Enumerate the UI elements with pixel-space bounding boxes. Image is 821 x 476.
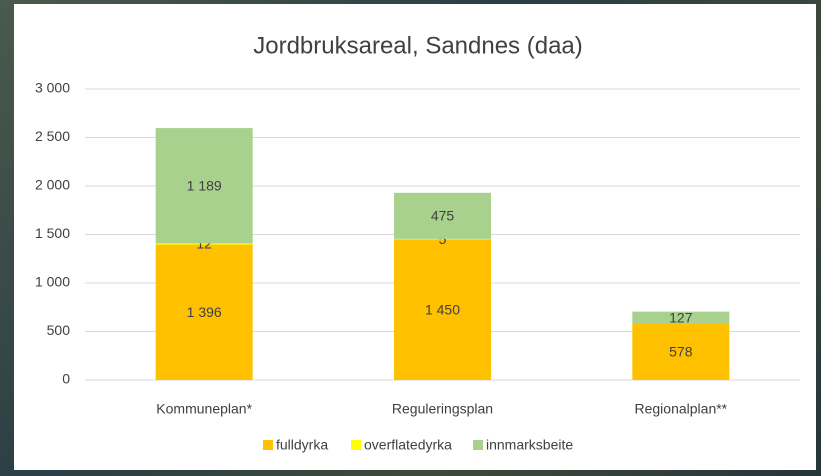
data-label: 1 189 — [187, 177, 222, 193]
data-label: 578 — [669, 344, 693, 360]
y-tick-label: 1 000 — [35, 274, 70, 290]
chart-title: Jordbruksareal, Sandnes (daa) — [253, 32, 583, 59]
bar-segment — [394, 192, 491, 239]
data-label: 1 396 — [187, 304, 222, 320]
legend-label: fulldyrka — [276, 437, 328, 453]
y-tick-label: 1 500 — [35, 225, 70, 241]
data-label: 1 450 — [425, 301, 460, 317]
x-tick-label: Reguleringsplan — [392, 401, 493, 417]
bar-segment — [394, 239, 491, 380]
bar-segment — [155, 243, 253, 245]
x-tick-label: Kommuneplan* — [156, 401, 252, 417]
bar-segment — [632, 311, 730, 324]
y-tick-label: 0 — [62, 371, 70, 387]
legend-label: overflatedyrka — [364, 437, 452, 453]
data-label: 475 — [431, 208, 455, 224]
data-label: 127 — [669, 309, 693, 325]
y-tick-label: 3 000 — [35, 80, 70, 96]
legend-label: innmarksbeite — [486, 437, 573, 453]
legend-swatch — [351, 440, 361, 450]
bar-segment — [155, 244, 253, 380]
legend-swatch — [473, 440, 483, 450]
bar-segment — [155, 128, 253, 244]
x-tick-label: Regionalplan** — [635, 401, 728, 417]
bar-segment — [632, 323, 730, 380]
y-tick-label: 2 000 — [35, 177, 70, 193]
y-tick-label: 500 — [47, 322, 71, 338]
legend-swatch — [263, 440, 273, 450]
y-tick-label: 2 500 — [35, 128, 70, 144]
